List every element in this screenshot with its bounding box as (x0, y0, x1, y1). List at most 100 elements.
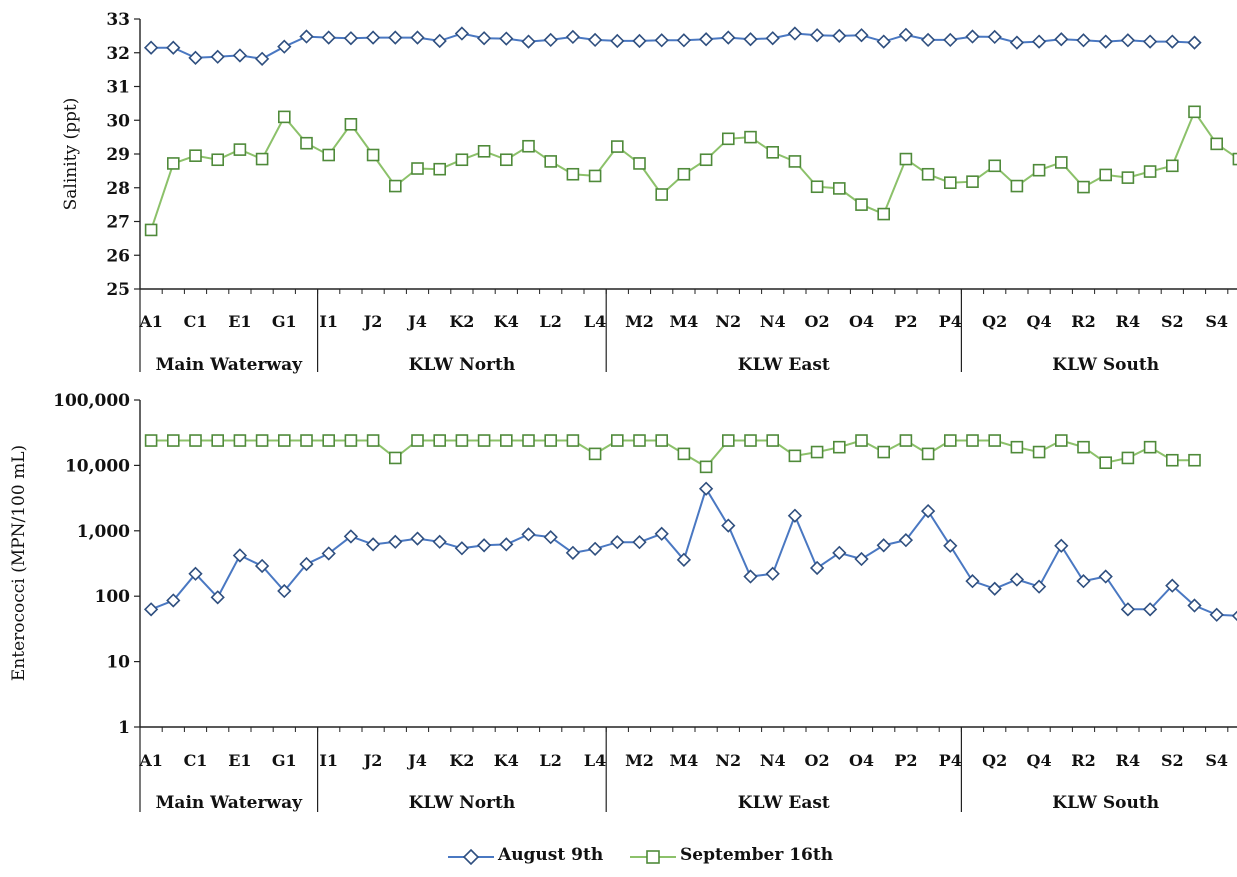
data-point-august (676, 33, 692, 48)
data-point-september (699, 460, 713, 474)
data-point-september (544, 434, 558, 447)
data-point-august (876, 538, 891, 553)
data-point-august (499, 31, 514, 46)
data-point-august (277, 583, 292, 599)
x-tick-label: R4 (1116, 312, 1140, 331)
data-point-august (809, 28, 825, 43)
data-point-august (143, 602, 159, 617)
data-point-august (1231, 610, 1237, 622)
data-point-september (1099, 456, 1112, 469)
x-tick-label: R2 (1071, 751, 1095, 770)
data-point-august (210, 590, 225, 605)
data-point-september (588, 447, 602, 461)
legend-september-label: September 16th (680, 845, 834, 865)
x-tick-label: L2 (540, 751, 562, 770)
x-tick-label: Q2 (982, 312, 1007, 331)
data-point-august (388, 534, 403, 549)
data-point-august (476, 538, 492, 553)
data-point-september (766, 434, 780, 447)
data-point-september (788, 155, 802, 168)
data-point-august (676, 552, 692, 567)
data-point-september (344, 118, 358, 131)
data-point-september (1166, 159, 1179, 173)
x-tick-label: Q4 (1027, 312, 1052, 331)
data-point-september (1210, 137, 1223, 151)
data-point-august (743, 569, 758, 584)
data-point-september (189, 149, 202, 162)
data-point-september (1188, 105, 1201, 119)
x-tick-label: S2 (1161, 751, 1184, 770)
y-tick-label: 30 (106, 111, 130, 131)
data-point-august (388, 30, 403, 45)
data-point-september (855, 198, 868, 211)
data-point-september (144, 434, 158, 447)
data-point-august (765, 31, 780, 46)
data-point-september (633, 434, 646, 447)
x-tick-label: N4 (760, 751, 786, 770)
data-point-august (343, 529, 359, 544)
data-point-august (188, 50, 203, 65)
data-point-september (832, 440, 846, 454)
data-point-august (166, 593, 181, 608)
data-point-august (832, 28, 847, 44)
data-point-august (721, 30, 736, 45)
data-point-september (477, 434, 491, 447)
data-point-september (921, 167, 935, 181)
data-point-august (1120, 602, 1136, 617)
x-tick-label: A1 (138, 312, 163, 331)
data-point-august (698, 32, 714, 47)
data-point-september (610, 140, 624, 153)
data-point-september (189, 434, 202, 447)
data-point-september (1010, 440, 1024, 454)
data-point-september (832, 182, 846, 195)
data-point-september (277, 110, 291, 124)
y-axis-label: Salinity (ppt) (61, 98, 81, 211)
data-point-august (432, 534, 447, 549)
data-point-september (1143, 440, 1157, 454)
data-point-august (543, 530, 558, 545)
data-point-september (966, 434, 979, 447)
data-point-september (499, 434, 513, 447)
data-point-august (454, 541, 470, 556)
x-tick-label: R4 (1116, 751, 1140, 770)
data-point-august (898, 532, 914, 548)
data-point-august (254, 51, 270, 66)
x-tick-label: G1 (272, 751, 297, 770)
data-point-september (721, 434, 735, 447)
data-point-september (1232, 152, 1237, 166)
x-tick-label: O2 (805, 751, 830, 770)
legend-august-label: August 9th (498, 845, 604, 865)
data-point-september (1121, 451, 1135, 465)
legend-september-marker (630, 850, 676, 864)
x-tick-label: N4 (760, 312, 786, 331)
x-tick-label: J2 (362, 312, 383, 331)
data-point-august (188, 566, 203, 581)
data-point-september (1077, 180, 1090, 194)
data-point-august (232, 548, 248, 563)
y-tick-label: 29 (106, 145, 130, 165)
data-point-september (810, 445, 824, 459)
data-point-august (610, 33, 625, 49)
x-tick-label: I1 (319, 751, 338, 770)
data-point-august (410, 30, 425, 45)
x-tick-label: J4 (406, 751, 427, 770)
data-point-august (809, 560, 825, 576)
data-point-august (1076, 33, 1091, 48)
data-point-august (721, 518, 736, 533)
data-point-august (920, 503, 936, 519)
data-point-august (321, 30, 336, 45)
data-point-august (898, 27, 914, 42)
y-tick-label: 1 (118, 718, 130, 738)
x-tick-label: J2 (362, 751, 383, 770)
data-point-august (1209, 607, 1224, 622)
x-tick-label: L2 (540, 312, 562, 331)
data-point-august (1076, 573, 1091, 589)
data-point-august (1142, 34, 1158, 49)
y-axis-label: Enterococci (MPN/100 mL) (9, 445, 29, 681)
data-point-august (254, 558, 270, 574)
data-point-september (455, 434, 469, 447)
data-point-august (943, 538, 958, 553)
data-point-september (899, 434, 913, 447)
